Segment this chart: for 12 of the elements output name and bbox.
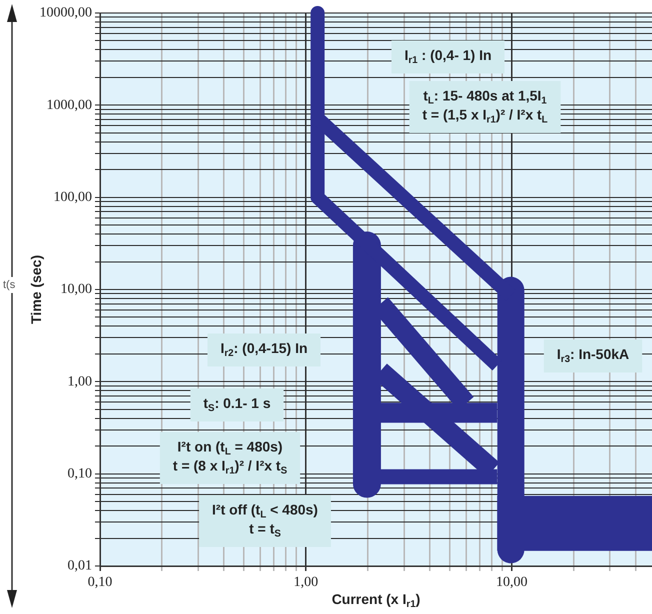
y-tick-label: 100,00 bbox=[54, 190, 92, 206]
x-tick-label: 1,00 bbox=[294, 575, 318, 590]
y-axis-title: Time (sec) bbox=[28, 255, 44, 324]
x-tick-label: 0,10 bbox=[88, 575, 112, 590]
text: t(s bbox=[3, 277, 16, 293]
y-tick-label: 0,10 bbox=[68, 466, 92, 482]
y-tick-label: 1,00 bbox=[68, 374, 92, 390]
y-tick-label: 10,00 bbox=[60, 282, 92, 298]
y-tick-label: 1000,00 bbox=[46, 98, 92, 113]
y-tick-label: 10000,00 bbox=[40, 6, 92, 21]
y-tick-label: 0,01 bbox=[68, 558, 92, 574]
x-tick-label: 10,00 bbox=[496, 575, 528, 590]
